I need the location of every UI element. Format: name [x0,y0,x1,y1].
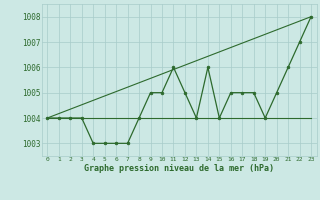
X-axis label: Graphe pression niveau de la mer (hPa): Graphe pression niveau de la mer (hPa) [84,164,274,173]
